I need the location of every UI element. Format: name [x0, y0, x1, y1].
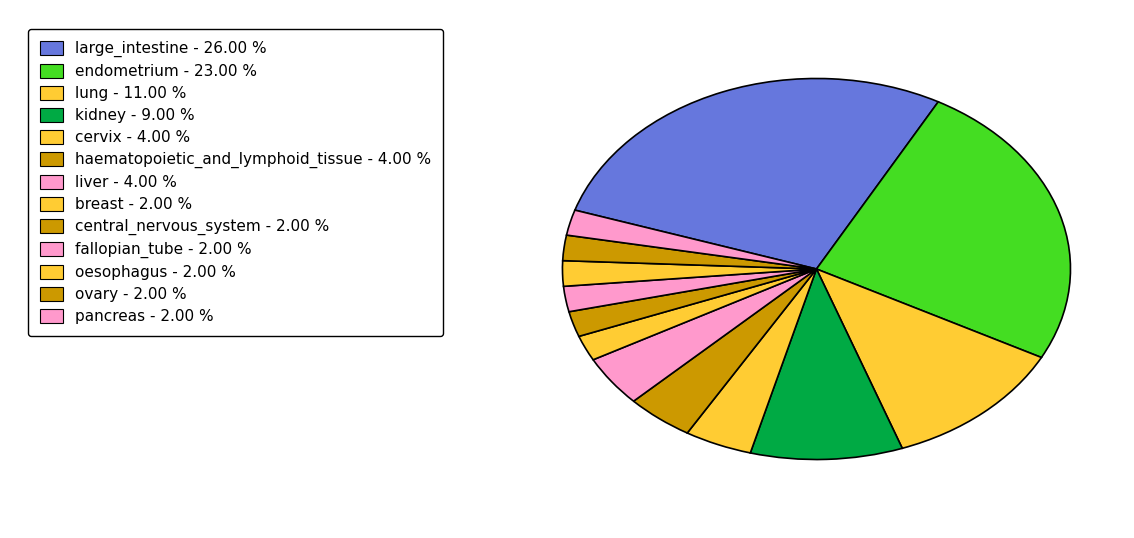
Wedge shape — [575, 79, 938, 269]
Wedge shape — [751, 269, 903, 459]
Wedge shape — [562, 260, 816, 286]
Wedge shape — [593, 269, 816, 401]
Wedge shape — [634, 269, 816, 433]
Wedge shape — [687, 269, 816, 453]
Wedge shape — [816, 102, 1070, 357]
Wedge shape — [569, 269, 816, 336]
Wedge shape — [564, 269, 816, 312]
Wedge shape — [567, 210, 816, 269]
Wedge shape — [562, 235, 816, 269]
Wedge shape — [816, 269, 1041, 448]
Wedge shape — [578, 269, 816, 360]
Legend: large_intestine - 26.00 %, endometrium - 23.00 %, lung - 11.00 %, kidney - 9.00 : large_intestine - 26.00 %, endometrium -… — [27, 29, 443, 336]
